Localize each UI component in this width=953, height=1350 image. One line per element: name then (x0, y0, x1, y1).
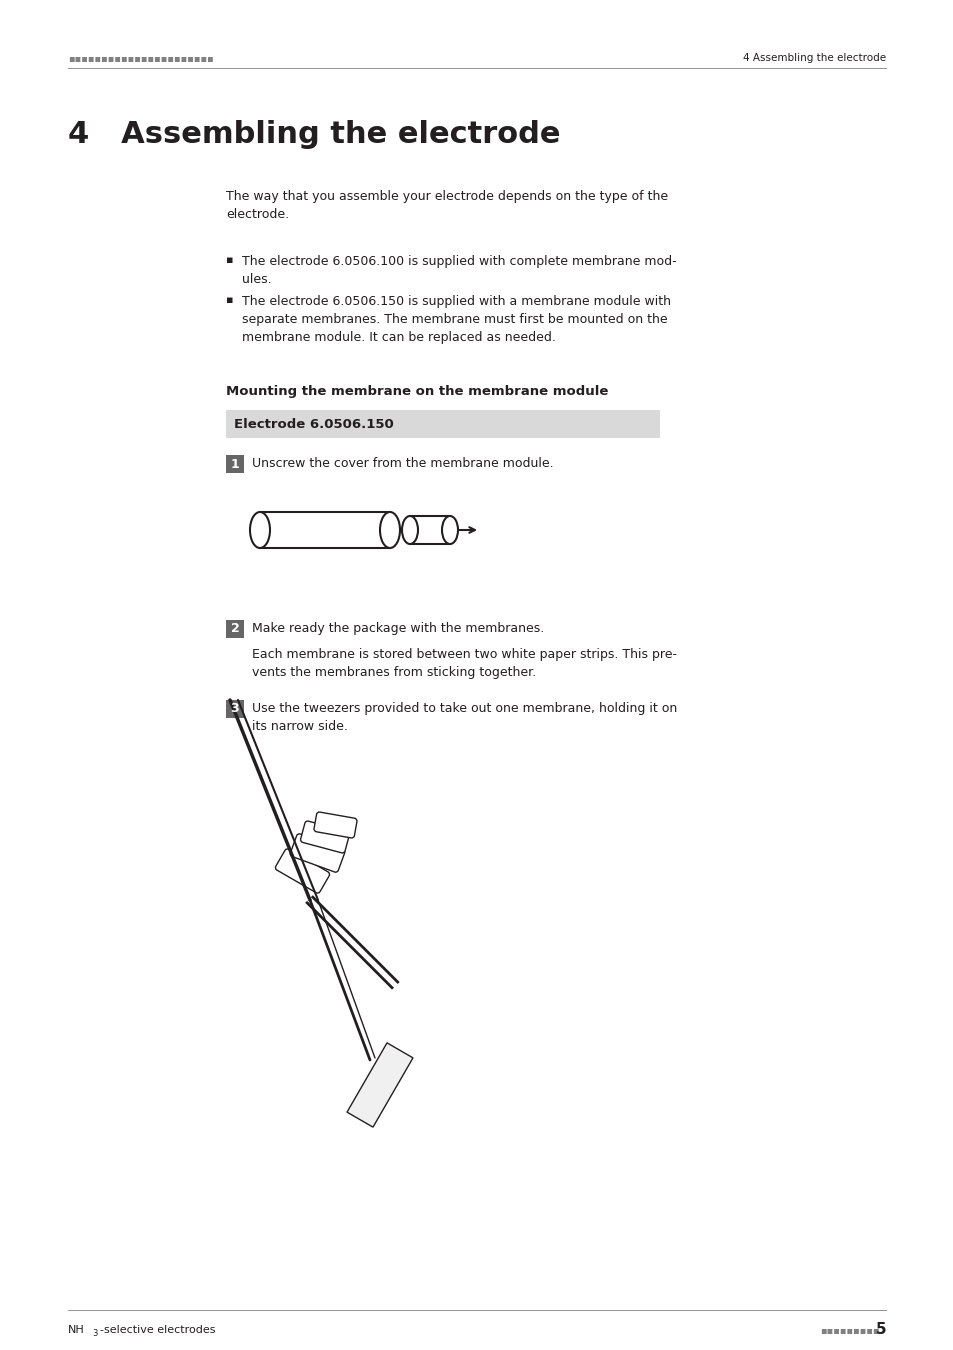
FancyBboxPatch shape (226, 620, 244, 639)
FancyBboxPatch shape (300, 821, 349, 853)
FancyBboxPatch shape (290, 834, 344, 872)
Text: 3: 3 (231, 702, 239, 716)
FancyBboxPatch shape (275, 849, 330, 894)
Ellipse shape (379, 512, 399, 548)
FancyBboxPatch shape (226, 410, 659, 437)
Text: 3: 3 (91, 1328, 97, 1338)
Text: Unscrew the cover from the membrane module.: Unscrew the cover from the membrane modu… (252, 458, 553, 470)
Text: ▪▪▪▪▪▪▪▪▪: ▪▪▪▪▪▪▪▪▪ (820, 1324, 879, 1335)
Bar (260, 512, 390, 548)
Text: 4 Assembling the electrode: 4 Assembling the electrode (742, 53, 885, 63)
Text: The electrode 6.0506.100 is supplied with complete membrane mod-
ules.: The electrode 6.0506.100 is supplied wit… (242, 255, 676, 286)
Text: 2: 2 (231, 622, 239, 636)
FancyBboxPatch shape (226, 455, 244, 472)
Text: 5: 5 (875, 1323, 885, 1338)
Text: 1: 1 (231, 458, 239, 471)
Text: ▪: ▪ (226, 255, 233, 265)
Text: Make ready the package with the membranes.: Make ready the package with the membrane… (252, 622, 543, 634)
Text: ▪: ▪ (226, 296, 233, 305)
Ellipse shape (401, 516, 417, 544)
Text: The electrode 6.0506.150 is supplied with a membrane module with
separate membra: The electrode 6.0506.150 is supplied wit… (242, 296, 670, 344)
Text: -selective electrodes: -selective electrodes (100, 1324, 215, 1335)
Ellipse shape (441, 516, 457, 544)
Text: Mounting the membrane on the membrane module: Mounting the membrane on the membrane mo… (226, 385, 608, 398)
Text: Use the tweezers provided to take out one membrane, holding it on
its narrow sid: Use the tweezers provided to take out on… (252, 702, 677, 733)
Bar (347, 1042, 413, 1127)
Text: Each membrane is stored between two white paper strips. This pre-
vents the memb: Each membrane is stored between two whit… (252, 648, 677, 679)
Text: The way that you assemble your electrode depends on the type of the
electrode.: The way that you assemble your electrode… (226, 190, 667, 221)
Text: ▪▪▪▪▪▪▪▪▪▪▪▪▪▪▪▪▪▪▪▪▪▪: ▪▪▪▪▪▪▪▪▪▪▪▪▪▪▪▪▪▪▪▪▪▪ (68, 53, 213, 63)
Text: NH: NH (68, 1324, 85, 1335)
Bar (410, 516, 450, 544)
Ellipse shape (250, 512, 270, 548)
Text: 4   Assembling the electrode: 4 Assembling the electrode (68, 120, 560, 148)
Text: Electrode 6.0506.150: Electrode 6.0506.150 (233, 418, 394, 432)
FancyBboxPatch shape (314, 813, 356, 838)
FancyBboxPatch shape (226, 701, 244, 718)
